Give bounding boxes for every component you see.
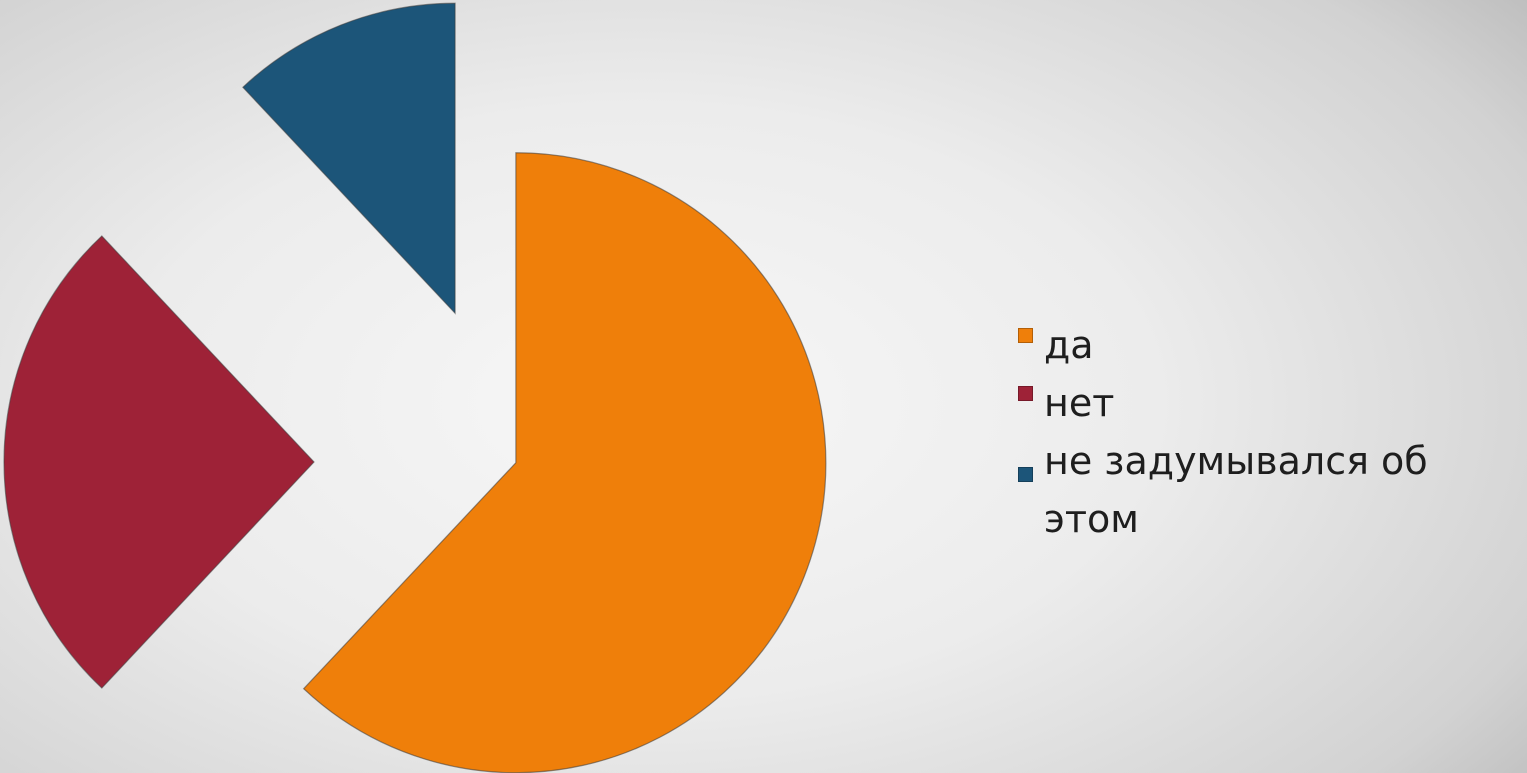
pie-slice-yes xyxy=(302,152,827,773)
chart-legend: да нет не задумывался об этом xyxy=(1018,316,1518,548)
legend-item-no: нет xyxy=(1018,374,1518,432)
legend-item-not-thought: не задумывался об этом xyxy=(1018,432,1518,548)
legend-swatch-not-thought xyxy=(1018,467,1033,482)
pie-slice-no xyxy=(3,235,315,689)
legend-swatch-no xyxy=(1018,386,1033,401)
legend-label-no: нет xyxy=(1044,381,1115,425)
pie-slice-not-thought xyxy=(242,2,456,315)
legend-item-yes: да xyxy=(1018,316,1518,374)
legend-label-yes: да xyxy=(1044,323,1094,367)
legend-label-not-thought: не задумывался об этом xyxy=(1044,439,1428,541)
legend-swatch-yes xyxy=(1018,328,1033,343)
